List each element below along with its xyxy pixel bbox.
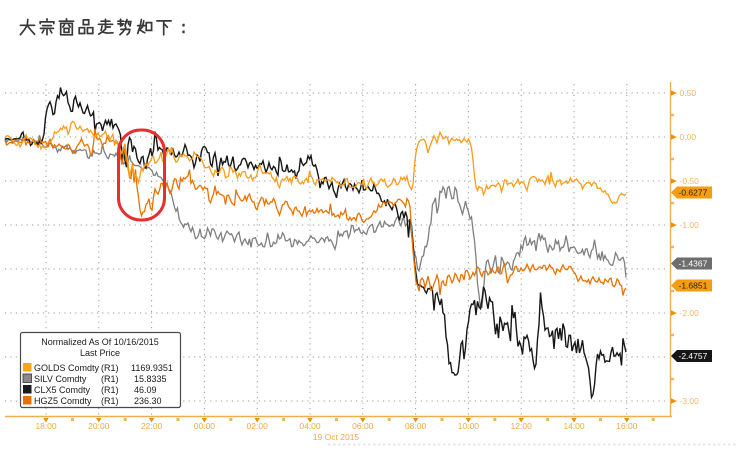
svg-text:(R1): (R1): [101, 374, 119, 384]
svg-text:(R1): (R1): [101, 363, 119, 373]
svg-text:12:00: 12:00: [511, 421, 533, 431]
svg-text:-0.50: -0.50: [680, 176, 700, 186]
svg-text:-2.00: -2.00: [680, 308, 700, 318]
svg-text:20:00: 20:00: [88, 421, 110, 431]
svg-text:-2.4757: -2.4757: [679, 351, 708, 361]
svg-text:46.09: 46.09: [134, 385, 157, 395]
svg-text:(R1): (R1): [101, 396, 119, 406]
svg-text:00:00: 00:00: [194, 421, 216, 431]
svg-text:Last Price: Last Price: [80, 348, 120, 358]
svg-text:-1.4367: -1.4367: [679, 259, 708, 269]
svg-text:10:00: 10:00: [458, 421, 480, 431]
svg-text:0.00: 0.00: [680, 132, 697, 142]
svg-text:14:00: 14:00: [563, 421, 585, 431]
svg-text:08:00: 08:00: [405, 421, 427, 431]
svg-text:18:00: 18:00: [35, 421, 57, 431]
svg-text:SILV Comdty: SILV Comdty: [34, 374, 87, 384]
svg-text:1169.9351: 1169.9351: [131, 363, 173, 373]
svg-text:06:00: 06:00: [352, 421, 374, 431]
svg-text:22:00: 22:00: [141, 421, 163, 431]
svg-text:CLX5 Comdty: CLX5 Comdty: [34, 385, 91, 395]
svg-text:15.8335: 15.8335: [134, 374, 167, 384]
svg-text:-1.00: -1.00: [680, 220, 700, 230]
svg-text:HGZ5 Comdty: HGZ5 Comdty: [34, 396, 92, 406]
svg-text:0.50: 0.50: [680, 88, 697, 98]
svg-text:19 Oct 2015: 19 Oct 2015: [313, 432, 360, 442]
svg-text:04:00: 04:00: [299, 421, 321, 431]
svg-text:16:00: 16:00: [616, 421, 638, 431]
svg-text:236.30: 236.30: [134, 396, 162, 406]
svg-text:02:00: 02:00: [247, 421, 269, 431]
svg-text:-3.00: -3.00: [680, 396, 700, 406]
svg-text:Normalized As Of 10/16/2015: Normalized As Of 10/16/2015: [41, 337, 159, 347]
svg-text:-1.6851: -1.6851: [679, 281, 708, 291]
svg-text:GOLDS Comdty: GOLDS Comdty: [34, 363, 100, 373]
svg-text:-0.6277: -0.6277: [679, 188, 708, 198]
svg-text:(R1): (R1): [101, 385, 119, 395]
